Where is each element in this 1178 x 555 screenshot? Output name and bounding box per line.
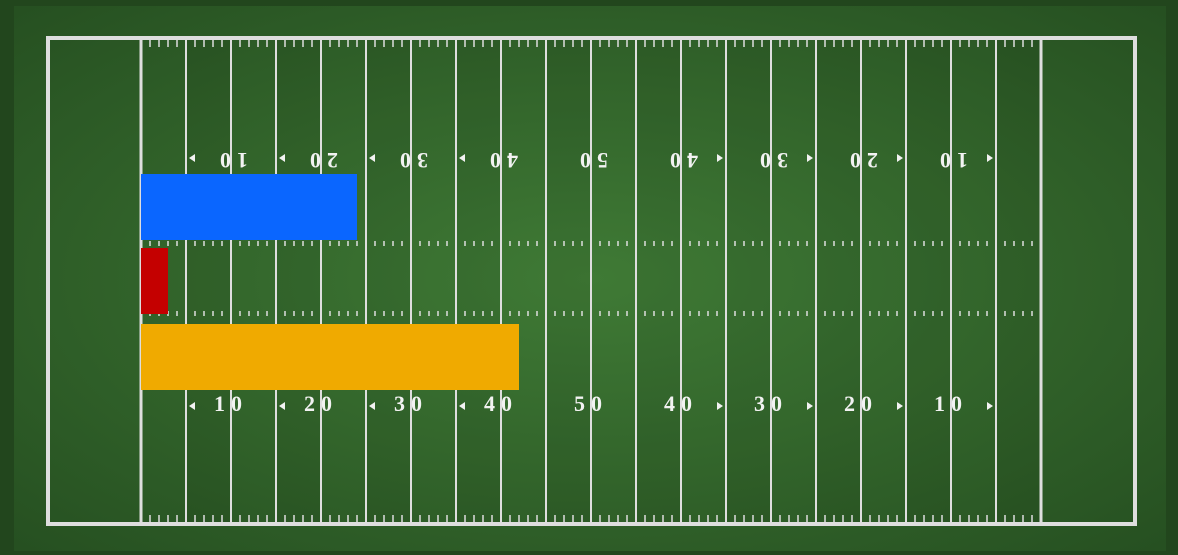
turf-stripe <box>726 40 771 522</box>
turf-stripe <box>186 40 231 522</box>
direction-arrow <box>807 402 813 410</box>
x-tick-label-top: 10 <box>214 148 248 173</box>
direction-arrow <box>807 154 813 162</box>
direction-arrow <box>897 402 903 410</box>
x-tick-label-top: 20 <box>844 148 878 173</box>
direction-arrow <box>459 154 465 162</box>
x-tick-label: 10 <box>214 391 248 416</box>
turf-stripe <box>456 40 501 522</box>
x-tick-label-top: 10 <box>934 148 968 173</box>
x-tick-label: 40 <box>664 391 698 416</box>
x-tick-label: 10 <box>934 391 968 416</box>
x-tick-label-top: 40 <box>664 148 698 173</box>
turf-stripe <box>546 40 591 522</box>
direction-arrow <box>987 402 993 410</box>
x-tick-label-top: 20 <box>304 148 338 173</box>
bar <box>141 248 168 314</box>
x-tick-label-top: 50 <box>574 148 608 173</box>
direction-arrow <box>717 402 723 410</box>
x-tick-label: 30 <box>394 391 428 416</box>
turf-stripe <box>366 40 411 522</box>
direction-arrow <box>369 402 375 410</box>
x-tick-label: 30 <box>754 391 788 416</box>
turf-stripe <box>816 40 861 522</box>
x-tick-label: 40 <box>484 391 518 416</box>
turf-stripe <box>906 40 951 522</box>
direction-arrow <box>369 154 375 162</box>
x-tick-label: 50 <box>574 391 608 416</box>
turf-stripe <box>996 40 1041 522</box>
direction-arrow <box>189 402 195 410</box>
x-tick-label-top: 30 <box>754 148 788 173</box>
x-tick-label: 20 <box>304 391 338 416</box>
direction-arrow <box>987 154 993 162</box>
direction-arrow <box>897 154 903 162</box>
direction-arrow <box>717 154 723 162</box>
turf-stripe <box>276 40 321 522</box>
bar <box>141 324 519 390</box>
x-tick-label-top: 30 <box>394 148 428 173</box>
sideline <box>46 36 1137 526</box>
direction-arrow <box>279 154 285 162</box>
direction-arrow <box>459 402 465 410</box>
direction-arrow <box>189 154 195 162</box>
bar <box>141 174 357 240</box>
turf-stripe <box>636 40 681 522</box>
direction-arrow <box>279 402 285 410</box>
x-tick-label-top: 40 <box>484 148 518 173</box>
x-tick-label: 20 <box>844 391 878 416</box>
